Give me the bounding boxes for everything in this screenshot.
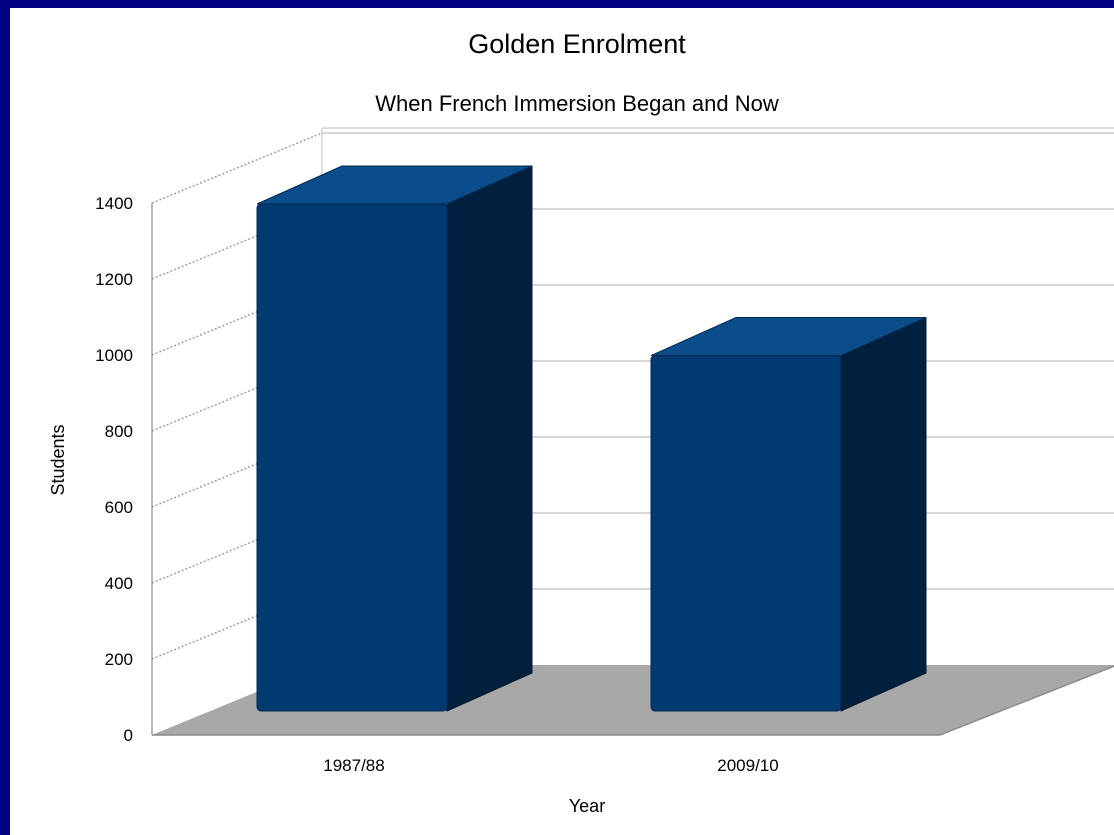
bar-front-face xyxy=(650,355,842,712)
bar-side-face xyxy=(446,165,533,712)
y-tick-label: 200 xyxy=(105,650,133,669)
back-wall-outline xyxy=(322,127,1114,129)
bar-side-face xyxy=(840,316,927,712)
y-tick-label: 600 xyxy=(105,498,133,517)
y-axis-ticks: 0 200 400 600 800 1000 1200 1400 xyxy=(95,194,133,745)
y-tick-label: 400 xyxy=(105,574,133,593)
bar-front-face xyxy=(256,203,448,712)
y-axis-label: Students xyxy=(48,424,68,495)
bar xyxy=(256,165,533,712)
y-tick-label: 1200 xyxy=(95,270,133,289)
x-tick-label: 2009/10 xyxy=(717,756,778,775)
y-tick-label: 1400 xyxy=(95,194,133,213)
x-axis-ticks: 1987/88 2009/10 xyxy=(323,756,778,775)
chart-title: Golden Enrolment xyxy=(468,29,686,59)
chart-frame: Golden Enrolment When French Immersion B… xyxy=(10,8,1114,835)
bar xyxy=(650,316,927,712)
left-wall-gridline xyxy=(151,132,323,204)
x-axis-label: Year xyxy=(569,796,605,816)
y-tick-label: 800 xyxy=(105,422,133,441)
x-tick-label: 1987/88 xyxy=(323,756,384,775)
bar-chart: Golden Enrolment When French Immersion B… xyxy=(48,29,1114,816)
bars xyxy=(256,165,927,712)
chart-subtitle: When French Immersion Began and Now xyxy=(375,91,779,116)
y-tick-label: 0 xyxy=(124,726,133,745)
y-tick-label: 1000 xyxy=(95,346,133,365)
floor-front-edge xyxy=(152,665,1114,736)
